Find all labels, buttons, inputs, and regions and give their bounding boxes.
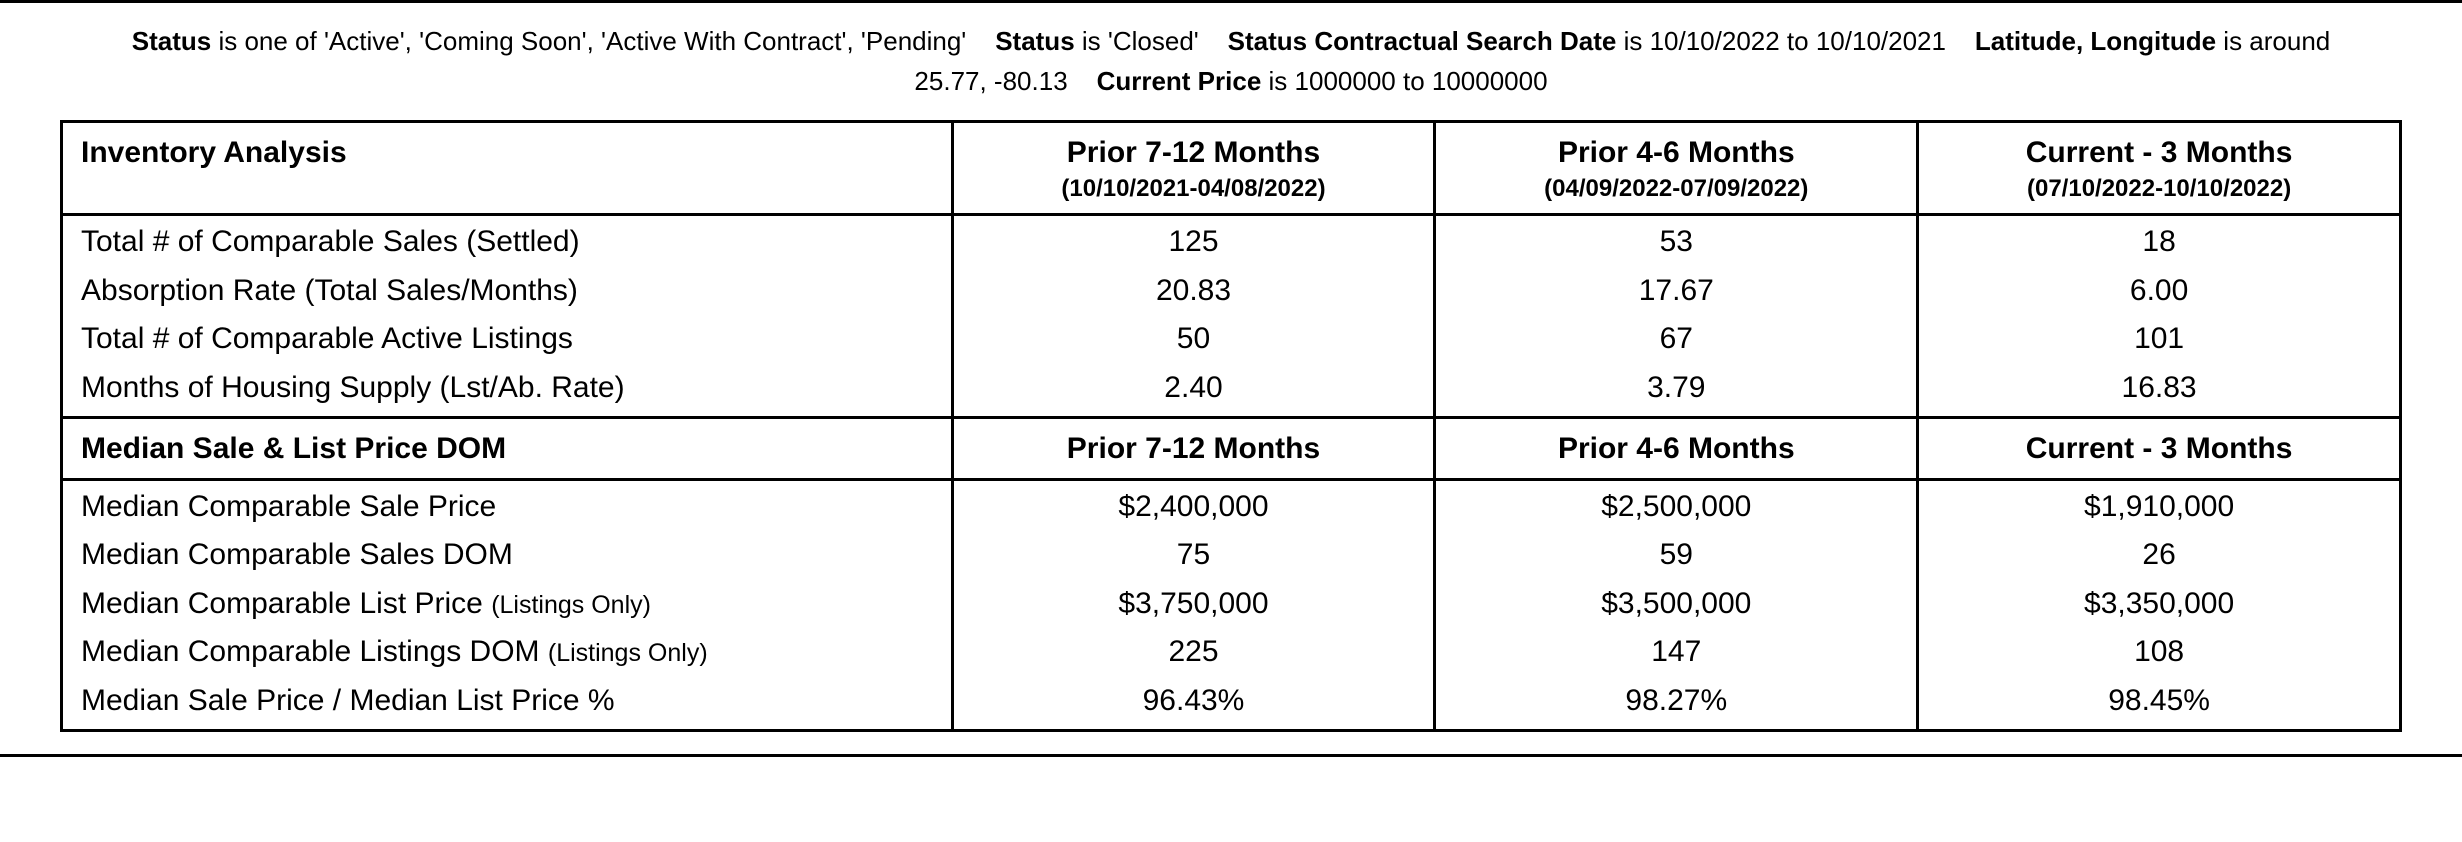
- row-label-note: (Listings Only): [491, 591, 651, 619]
- filter-status2-label: Status: [995, 26, 1074, 56]
- cell: 75: [952, 529, 1435, 578]
- cell: 2.40: [952, 362, 1435, 418]
- cell: 3.79: [1435, 362, 1918, 418]
- section1-header: Inventory Analysis: [62, 121, 953, 215]
- row-label-main: Median Comparable Listings DOM: [81, 635, 548, 668]
- col2-range: (04/09/2022-07/09/2022): [1454, 173, 1898, 205]
- cell: 225: [952, 626, 1435, 675]
- cell: 53: [1435, 215, 1918, 265]
- cell: 18: [1918, 215, 2401, 265]
- cell: 26: [1918, 529, 2401, 578]
- filter-status-value: is one of 'Active', 'Coming Soon', 'Acti…: [218, 26, 966, 56]
- col1-title: Prior 7-12 Months: [1067, 136, 1320, 169]
- cell: 147: [1435, 626, 1918, 675]
- filter-date-value: is 10/10/2022 to 10/10/2021: [1624, 26, 1946, 56]
- row-label-main: Median Comparable List Price: [81, 587, 491, 620]
- row-label: Median Comparable Sales DOM: [62, 529, 953, 578]
- cell: 50: [952, 313, 1435, 362]
- section2-header-row: Median Sale & List Price DOM Prior 7-12 …: [62, 418, 2401, 480]
- col2-header: Prior 4-6 Months (04/09/2022-07/09/2022): [1435, 121, 1918, 215]
- cell: $3,500,000: [1435, 578, 1918, 627]
- table-row: Absorption Rate (Total Sales/Months) 20.…: [62, 265, 2401, 314]
- report-page: Status is one of 'Active', 'Coming Soon'…: [0, 0, 2462, 757]
- row-label: Absorption Rate (Total Sales/Months): [62, 265, 953, 314]
- row-label: Median Comparable Sale Price: [62, 479, 953, 529]
- col3-title: Current - 3 Months: [2026, 136, 2293, 169]
- table-row: Median Sale Price / Median List Price % …: [62, 675, 2401, 731]
- col1-header: Prior 7-12 Months (10/10/2021-04/08/2022…: [952, 121, 1435, 215]
- cell: 98.45%: [1918, 675, 2401, 731]
- cell: 101: [1918, 313, 2401, 362]
- col2-title: Prior 4-6 Months: [1558, 136, 1795, 169]
- section2-col1: Prior 7-12 Months: [952, 418, 1435, 480]
- table-row: Median Comparable List Price (Listings O…: [62, 578, 2401, 627]
- cell: $2,500,000: [1435, 479, 1918, 529]
- cell: $1,910,000: [1918, 479, 2401, 529]
- col3-range: (07/10/2022-10/10/2022): [1937, 173, 2381, 205]
- cell: 16.83: [1918, 362, 2401, 418]
- row-label: Total # of Comparable Active Listings: [62, 313, 953, 362]
- analysis-table: Inventory Analysis Prior 7-12 Months (10…: [60, 120, 2402, 733]
- col3-header: Current - 3 Months (07/10/2022-10/10/202…: [1918, 121, 2401, 215]
- row-label-note: (Listings Only): [548, 639, 708, 667]
- filter-summary: Status is one of 'Active', 'Coming Soon'…: [60, 21, 2402, 102]
- cell: 125: [952, 215, 1435, 265]
- filter-latlng-label: Latitude, Longitude: [1975, 26, 2216, 56]
- cell: 17.67: [1435, 265, 1918, 314]
- table-row: Median Comparable Sales DOM 75 59 26: [62, 529, 2401, 578]
- row-label: Median Comparable Listings DOM (Listings…: [62, 626, 953, 675]
- row-label: Total # of Comparable Sales (Settled): [62, 215, 953, 265]
- cell: 20.83: [952, 265, 1435, 314]
- cell: $3,350,000: [1918, 578, 2401, 627]
- filter-price-label: Current Price: [1097, 66, 1262, 96]
- table-row: Median Comparable Listings DOM (Listings…: [62, 626, 2401, 675]
- section2-col3: Current - 3 Months: [1918, 418, 2401, 480]
- cell: 98.27%: [1435, 675, 1918, 731]
- section2-header: Median Sale & List Price DOM: [62, 418, 953, 480]
- table-row: Median Comparable Sale Price $2,400,000 …: [62, 479, 2401, 529]
- table-row: Months of Housing Supply (Lst/Ab. Rate) …: [62, 362, 2401, 418]
- section1-header-row: Inventory Analysis Prior 7-12 Months (10…: [62, 121, 2401, 215]
- cell: 6.00: [1918, 265, 2401, 314]
- cell: 96.43%: [952, 675, 1435, 731]
- filter-date-label: Status Contractual Search Date: [1228, 26, 1617, 56]
- filter-price-value: is 1000000 to 10000000: [1269, 66, 1548, 96]
- row-label: Months of Housing Supply (Lst/Ab. Rate): [62, 362, 953, 418]
- table-row: Total # of Comparable Active Listings 50…: [62, 313, 2401, 362]
- cell: 67: [1435, 313, 1918, 362]
- table-row: Total # of Comparable Sales (Settled) 12…: [62, 215, 2401, 265]
- filter-status2-value: is 'Closed': [1082, 26, 1199, 56]
- cell: 59: [1435, 529, 1918, 578]
- filter-status-label: Status: [132, 26, 211, 56]
- row-label: Median Sale Price / Median List Price %: [62, 675, 953, 731]
- cell: 108: [1918, 626, 2401, 675]
- row-label: Median Comparable List Price (Listings O…: [62, 578, 953, 627]
- section2-col2: Prior 4-6 Months: [1435, 418, 1918, 480]
- col1-range: (10/10/2021-04/08/2022): [972, 173, 1416, 205]
- cell: $2,400,000: [952, 479, 1435, 529]
- cell: $3,750,000: [952, 578, 1435, 627]
